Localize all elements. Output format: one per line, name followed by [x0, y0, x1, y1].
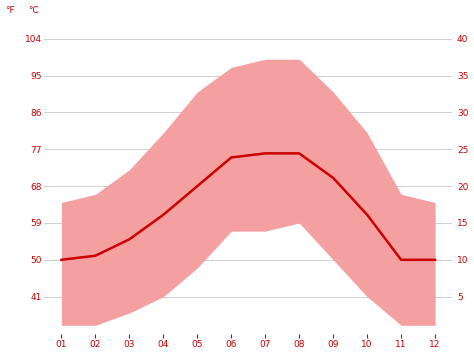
Text: °C: °C: [28, 6, 38, 15]
Text: °F: °F: [6, 6, 15, 15]
